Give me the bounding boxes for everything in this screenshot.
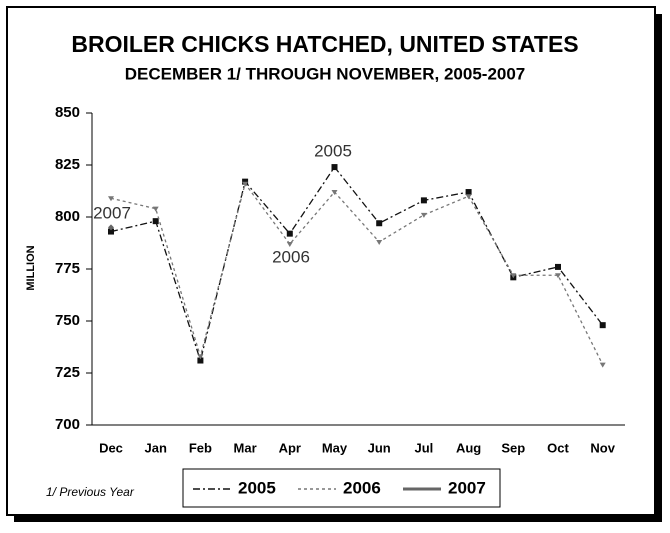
x-tick-label: Aug	[456, 440, 481, 455]
x-tick-label: Jun	[368, 440, 391, 455]
data-point	[555, 273, 561, 279]
y-tick-label: 750	[55, 312, 80, 329]
annotation: 2005	[314, 141, 352, 160]
data-point	[331, 164, 338, 171]
data-point	[465, 194, 472, 200]
y-axis-label: MILLION	[25, 245, 37, 290]
data-point	[376, 239, 383, 245]
x-tick-label: Sep	[501, 440, 525, 455]
x-tick-label: Nov	[590, 440, 615, 455]
data-point	[242, 181, 249, 187]
data-point	[599, 362, 606, 368]
data-point	[376, 220, 383, 227]
y-tick-label: 775	[55, 260, 80, 277]
data-point	[599, 322, 606, 329]
data-point	[197, 354, 204, 360]
data-point	[286, 230, 293, 237]
data-point	[197, 357, 204, 364]
legend-label: 2007	[448, 478, 486, 497]
data-point	[242, 178, 249, 185]
x-tick-label: Jul	[415, 440, 434, 455]
footnote: 1/ Previous Year	[46, 485, 135, 499]
y-tick-label: 700	[55, 416, 80, 433]
y-tick-label: 825	[55, 156, 80, 173]
x-tick-label: Mar	[234, 440, 257, 455]
x-tick-label: May	[322, 440, 348, 455]
chart-title: BROILER CHICKS HATCHED, UNITED STATES	[71, 31, 578, 57]
annotation: 2007	[93, 203, 131, 222]
data-point	[108, 196, 114, 202]
x-tick-label: Apr	[279, 440, 301, 455]
data-point	[331, 190, 338, 196]
data-point	[420, 212, 427, 218]
series-line	[110, 182, 604, 365]
legend-label: 2006	[343, 478, 381, 497]
x-tick-label: Feb	[189, 440, 212, 455]
data-point	[152, 218, 159, 225]
legend-box	[182, 468, 501, 508]
legend-label: 2005	[238, 478, 276, 497]
data-point	[465, 189, 472, 196]
chart-subtitle: DECEMBER 1/ THROUGH NOVEMBER, 2005-2007	[125, 64, 526, 83]
x-tick-label: Oct	[547, 440, 569, 455]
data-point	[108, 228, 114, 235]
x-tick-label: Jan	[144, 440, 166, 455]
y-tick-label: 800	[55, 208, 80, 225]
frame	[6, 6, 656, 516]
y-tick-label: 725	[55, 364, 80, 381]
data-point	[555, 263, 561, 270]
data-point	[420, 197, 427, 204]
annotation: 2006	[272, 247, 310, 266]
data-point	[286, 242, 293, 248]
y-tick-label: 850	[55, 104, 80, 121]
data-point	[108, 224, 114, 231]
data-point	[510, 273, 517, 279]
data-point	[152, 206, 159, 212]
x-tick-label: Dec	[99, 440, 123, 455]
